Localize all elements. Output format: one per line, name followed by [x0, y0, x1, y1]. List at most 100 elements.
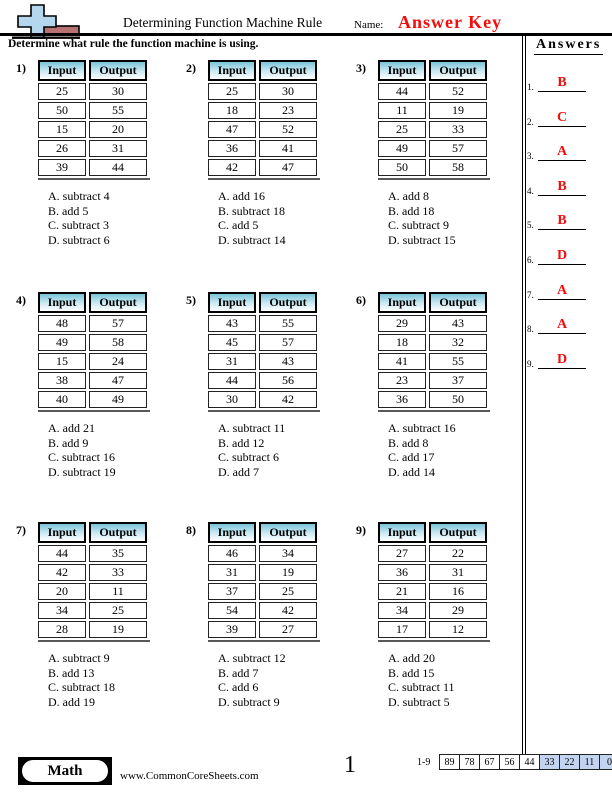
io-cell: 42	[259, 391, 317, 408]
problem-number: 6)	[356, 293, 366, 307]
option-choice: D. subtract 5	[388, 694, 450, 709]
io-table: Input Output 46 34 31 19 37 25 54 42 39 27	[208, 522, 320, 642]
answer-blank-line: A	[538, 142, 586, 162]
table-row: 38 47	[38, 372, 147, 389]
answer-number: 3.	[527, 151, 534, 162]
io-cell: 57	[259, 334, 317, 351]
io-cell: 30	[259, 83, 317, 100]
io-cell: 24	[89, 353, 147, 370]
table-row: 18 32	[378, 334, 487, 351]
io-cell: 29	[378, 315, 426, 332]
output-column-header: Output	[259, 292, 317, 313]
io-cell: 34	[38, 602, 86, 619]
option-choice: A. subtract 12	[218, 651, 286, 665]
subject-label: Math	[22, 760, 108, 782]
io-table: Input Output 25 30 50 55 15 20 26 31 39 44	[38, 60, 150, 180]
io-cell: 19	[89, 621, 147, 638]
problem-body: Input Output 46 34 31 19 37 25 54 42 39 27 A. sub…	[208, 522, 320, 709]
io-cell: 23	[378, 372, 426, 389]
option-choice: B. add 9	[48, 435, 89, 450]
answer-blank-line: B	[538, 211, 586, 231]
io-cell: 15	[38, 353, 86, 370]
option-choice: C. subtract 18	[48, 680, 115, 695]
sidebar-divider	[522, 36, 526, 757]
table-row: 41 55	[378, 353, 487, 370]
option-choice: C. subtract 16	[48, 450, 115, 465]
input-column-header: Input	[38, 60, 86, 81]
problem-block: 2) Input Output 25 30 18 23 47 52 36 41 42 47 A. …	[186, 60, 320, 247]
table-row: 42 33	[38, 564, 147, 581]
option-choice: D. add 7	[218, 464, 259, 479]
option-choice: C. add 17	[388, 450, 435, 465]
output-column-header: Output	[429, 60, 487, 81]
option-choice: A. subtract 9	[48, 651, 110, 665]
io-table: Input Output 48 57 49 58 15 24 38 47 40 49	[38, 292, 150, 412]
answer-key-text: Answer Key	[398, 12, 503, 32]
io-cell: 43	[208, 315, 256, 332]
score-range-label: 1-9	[417, 757, 431, 768]
input-column-header: Input	[208, 522, 256, 543]
answer-letter: D	[556, 351, 568, 367]
answer-letter: C	[556, 109, 568, 125]
io-cell: 32	[429, 334, 487, 351]
io-cell: 33	[89, 564, 147, 581]
options-list: A. subtract 16 B. add 8 C. add 17 D. add 14	[388, 421, 490, 479]
table-row: 36 31	[378, 564, 487, 581]
io-table: Input Output 27 22 36 31 21 16 34 29 17 12	[378, 522, 490, 642]
option-choice: D. subtract 19	[48, 464, 116, 479]
table-row: 20 11	[38, 583, 147, 600]
problem-block: 6) Input Output 29 43 18 32 41 55 23 37 36 50 A. …	[356, 292, 490, 479]
answer-letter: B	[557, 75, 567, 90]
io-cell: 45	[208, 334, 256, 351]
problem-number: 2)	[186, 61, 196, 75]
io-cell: 49	[89, 391, 147, 408]
answer-item: 1. B	[527, 71, 607, 93]
website-text: www.CommonCoreSheets.com	[120, 770, 259, 782]
answer-item: 9. D	[527, 348, 607, 370]
io-cell: 31	[429, 564, 487, 581]
answer-number: 6.	[527, 255, 534, 265]
io-cell: 17	[378, 621, 426, 638]
option-choice: B. add 18	[388, 203, 435, 218]
answer-blank-line: A	[538, 281, 586, 300]
io-cell: 25	[89, 602, 147, 619]
instruction-text: Determine what rule the function machine…	[8, 38, 259, 50]
problem-block: 4) Input Output 48 57 49 58 15 24 38 47 40 49 A. …	[16, 292, 150, 479]
problem-number: 3)	[356, 61, 366, 75]
output-column-header: Output	[89, 522, 147, 543]
io-cell: 11	[378, 102, 426, 119]
io-cell: 44	[38, 545, 86, 562]
answer-blank-line: C	[538, 108, 586, 127]
table-row: 44 35	[38, 545, 147, 562]
io-cell: 47	[259, 159, 317, 176]
score-cell: 44	[519, 754, 540, 770]
io-cell: 31	[208, 564, 256, 581]
io-cell: 34	[378, 602, 426, 619]
io-cell: 48	[38, 315, 86, 332]
score-cell: 67	[479, 754, 500, 770]
table-row: 44 52	[378, 83, 487, 100]
table-row: 27 22	[378, 545, 487, 562]
io-cell: 23	[259, 102, 317, 119]
table-row: 25 30	[208, 83, 317, 100]
table-row: 15 24	[38, 353, 147, 370]
io-cell: 50	[38, 102, 86, 119]
output-column-header: Output	[89, 292, 147, 313]
io-cell: 47	[208, 121, 256, 138]
answer-letter: B	[557, 213, 567, 229]
table-row: 42 47	[208, 159, 317, 176]
problem-block: 3) Input Output 44 52 11 19 25 33 49 57 50 58 A. …	[356, 60, 490, 247]
io-cell: 54	[208, 602, 256, 619]
io-cell: 22	[429, 545, 487, 562]
option-choice: B. add 13	[48, 665, 95, 680]
score-cell: 0	[599, 754, 612, 770]
option-choice: A. add 16	[218, 189, 265, 203]
options-list: A. add 21 B. add 9 C. subtract 16 D. subtra…	[48, 421, 150, 479]
answer-item: 2. C	[527, 106, 607, 128]
io-cell: 18	[378, 334, 426, 351]
score-cell: 33	[539, 754, 560, 770]
answer-number: 5.	[527, 220, 534, 231]
page-title: Determining Function Machine Rule	[123, 15, 323, 30]
io-cell: 25	[378, 121, 426, 138]
problem-block: 5) Input Output 43 55 45 57 31 43 44 56 30 42 A. …	[186, 292, 320, 479]
